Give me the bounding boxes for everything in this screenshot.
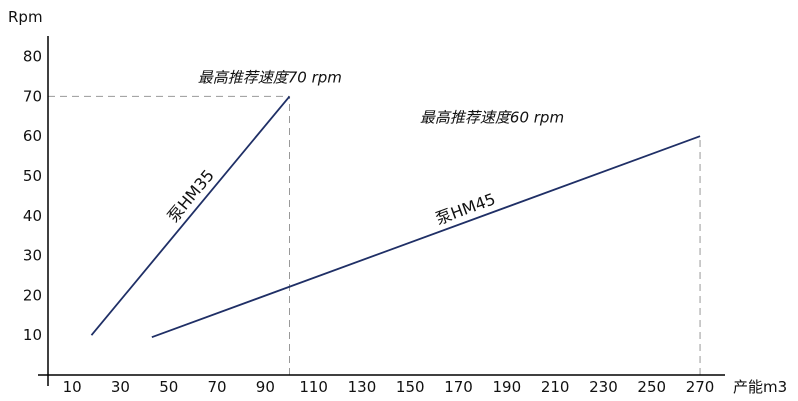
y-tick-label: 70 <box>23 87 42 105</box>
x-tick-label: 110 <box>299 378 328 396</box>
y-tick-label: 20 <box>23 286 42 304</box>
y-tick-label: 40 <box>23 207 42 225</box>
axes <box>38 36 725 386</box>
x-tick-label: 150 <box>396 378 425 396</box>
x-tick-label: 10 <box>63 378 82 396</box>
x-tick-label: 50 <box>159 378 178 396</box>
x-tick-label: 190 <box>493 378 522 396</box>
annotation-0: 最高推荐速度70 rpm <box>198 68 342 86</box>
y-axis-title: Rpm <box>8 8 43 26</box>
tick-labels: 10 30 50 70 90 110 130 150 170 190 210 230 250 270 10 2… <box>23 48 714 396</box>
y-tick-label: 10 <box>23 326 42 344</box>
x-axis-title: 产能m3 <box>733 378 787 396</box>
x-tick-label: 230 <box>589 378 618 396</box>
annotation-1: 最高推荐速度60 rpm <box>420 108 564 126</box>
x-tick-label: 210 <box>541 378 570 396</box>
reference-lines <box>48 95 701 375</box>
x-tick-label: 250 <box>637 378 666 396</box>
annotations: 最高推荐速度70 rpm 最高推荐速度60 rpm <box>198 68 564 126</box>
series-label-0: 泵HM35 <box>164 166 218 226</box>
series-line-0 <box>90 95 291 336</box>
y-tick-label: 60 <box>23 127 42 145</box>
x-tick-label: 30 <box>111 378 130 396</box>
x-tick-label: 130 <box>348 378 377 396</box>
x-tick-label: 90 <box>256 378 275 396</box>
y-tick-label: 80 <box>23 48 42 66</box>
x-tick-label: 70 <box>208 378 227 396</box>
series: 泵HM35 泵HM45 <box>90 95 701 339</box>
x-tick-label: 170 <box>444 378 473 396</box>
y-tick-label: 50 <box>23 167 42 185</box>
series-line-1 <box>151 135 701 339</box>
y-tick-label: 30 <box>23 247 42 265</box>
x-tick-label: 270 <box>686 378 715 396</box>
